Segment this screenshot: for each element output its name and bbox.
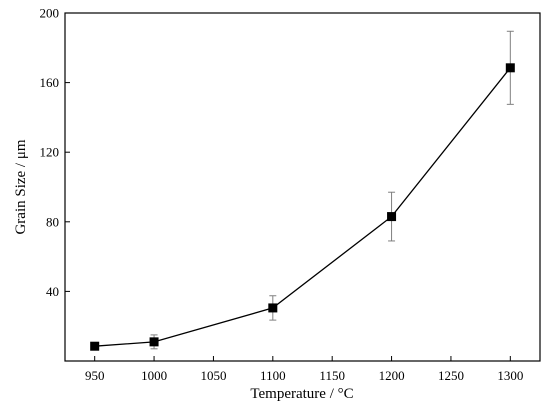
x-tick-label: 950 <box>85 368 105 383</box>
x-tick-label: 1300 <box>497 368 523 383</box>
data-markers <box>90 63 515 351</box>
y-axis-ticks: 40 80 120 160 200 <box>40 6 70 299</box>
data-point <box>268 303 278 313</box>
x-tick-label: 1250 <box>438 368 464 383</box>
x-tick-label: 1100 <box>260 368 286 383</box>
x-tick-label: 1050 <box>200 368 226 383</box>
data-point <box>149 337 159 347</box>
x-tick-label: 1150 <box>319 368 345 383</box>
data-point <box>387 212 397 222</box>
series-line <box>94 67 511 347</box>
data-point <box>505 63 515 73</box>
y-tick-label: 80 <box>46 214 59 229</box>
x-tick-label: 1200 <box>379 368 405 383</box>
y-tick-label: 120 <box>40 145 60 160</box>
plot-frame <box>64 12 541 362</box>
x-axis-title: Temperature / °C <box>250 386 353 402</box>
error-bars <box>91 30 514 350</box>
y-tick-label: 200 <box>40 6 60 21</box>
x-tick-label: 1000 <box>141 368 167 383</box>
y-tick-label: 160 <box>40 75 60 90</box>
y-axis-title: Grain Size / μm <box>13 139 29 234</box>
data-point <box>90 341 100 351</box>
y-tick-label: 40 <box>46 284 59 299</box>
x-axis-ticks: 950 1000 1050 1100 1150 1200 1250 1300 <box>85 356 523 383</box>
